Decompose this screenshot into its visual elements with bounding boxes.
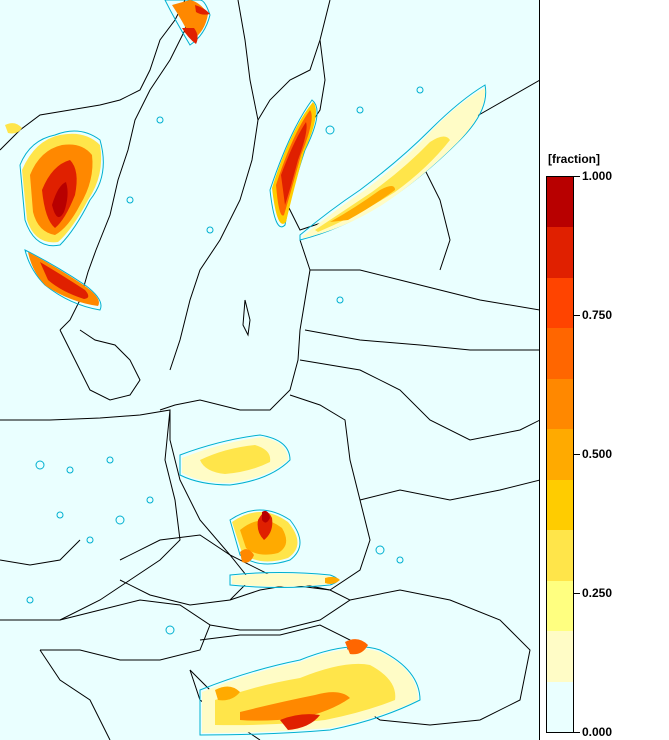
map-canvas <box>0 0 539 740</box>
field-norway-north-dot <box>195 5 210 15</box>
contour-speckle <box>66 466 74 474</box>
germany-border <box>0 409 181 621</box>
contour-speckle <box>356 106 364 114</box>
ukraine-border <box>359 479 539 501</box>
colorbar-tick <box>574 315 580 316</box>
belarus-border <box>299 359 539 441</box>
field-balkans-east <box>345 639 368 655</box>
contour-speckle <box>325 125 335 135</box>
field-balkans-high <box>240 692 350 721</box>
austria-border <box>40 599 211 661</box>
contour-south-poland <box>229 509 301 565</box>
contour-speckle <box>26 596 34 604</box>
sweden-east-coast <box>169 0 259 371</box>
colorbar-bin <box>547 681 573 732</box>
colorbar-bin <box>547 378 573 430</box>
colorbar-bin <box>547 328 573 379</box>
colorbar-tick-label: 0.500 <box>582 447 613 461</box>
romania-border <box>349 589 531 726</box>
colorbar-bin <box>547 479 573 531</box>
colorbar <box>546 176 574 733</box>
contour-norway-southwest <box>24 249 102 311</box>
field-norway-southwest-peak <box>52 182 68 218</box>
finland-coast <box>284 39 539 231</box>
colorbar-tick <box>574 732 580 733</box>
contour-speckle <box>146 496 154 504</box>
contour-speckle <box>416 86 424 94</box>
gotland <box>242 299 251 337</box>
contour-speckle <box>56 511 64 519</box>
contour-lines <box>19 0 487 736</box>
czech-border <box>119 534 251 606</box>
contour-speckle <box>115 515 125 525</box>
legend: [fraction] 1.000 0.750 0.500 0.250 0.000 <box>540 0 669 740</box>
baltic-east-coast <box>159 239 311 411</box>
field-carpathians-dot <box>325 576 340 584</box>
colorbar-tick <box>574 593 580 594</box>
north-sea-coast <box>0 539 81 566</box>
colorbar-bin <box>547 227 573 278</box>
contour-speckle <box>156 116 164 124</box>
contour-central-poland <box>179 434 291 486</box>
colorbar-bin <box>547 530 573 581</box>
contour-speckle <box>396 556 404 564</box>
contour-speckle <box>206 226 214 234</box>
poland-border <box>169 394 371 591</box>
colorbar-bin <box>547 631 573 682</box>
denmark-outline <box>59 329 141 401</box>
field-finland-high <box>330 186 395 222</box>
contour-speckle <box>375 545 385 555</box>
finland-russia-border <box>419 159 451 271</box>
contour-norway-south <box>19 130 104 247</box>
colorbar-bin <box>547 429 573 480</box>
estonia-latvia-border <box>310 269 539 311</box>
contour-speckle <box>86 536 94 544</box>
contour-norway-north <box>164 0 211 46</box>
field-finland-mid <box>315 136 450 232</box>
field-balkans-sw <box>215 686 240 701</box>
field-finland-low <box>303 88 486 238</box>
contour-hungary-balkans <box>199 646 421 736</box>
colorbar-bin <box>547 580 573 632</box>
norway-west-coast <box>0 0 186 151</box>
balkans-border <box>39 649 111 740</box>
contour-speckle <box>106 456 114 464</box>
field-south-poland-peak <box>262 510 270 523</box>
contour-speckle <box>35 460 45 470</box>
field-sweden-coast-high <box>281 122 307 205</box>
contour-sweden-coast <box>269 99 318 228</box>
colorbar-tick-label: 1.000 <box>582 169 613 183</box>
contour-speckle <box>165 625 175 635</box>
field-carpathians-low <box>232 573 335 587</box>
contour-speckle <box>126 196 134 204</box>
field-norway-west-dot <box>5 123 22 134</box>
colorbar-bin <box>547 277 573 329</box>
field-south-poland-west <box>240 549 254 563</box>
legend-title: [fraction] <box>548 152 600 166</box>
colorbar-tick-label: 0.250 <box>582 586 613 600</box>
field-norway-south-high <box>40 262 89 299</box>
colorbar-tick <box>574 454 580 455</box>
colorbar-tick <box>574 176 580 177</box>
colorbar-bin <box>547 177 573 228</box>
gulf-of-bothnia <box>257 0 331 121</box>
field-central-poland-mid <box>200 445 271 474</box>
lithuania-border <box>304 329 539 351</box>
contour-speckle <box>336 296 344 304</box>
field-norway-north-high <box>182 28 198 44</box>
fraction-field <box>5 0 486 733</box>
field-balkans-peak <box>280 714 320 730</box>
map-panel <box>0 0 540 740</box>
colorbar-tick-label: 0.750 <box>582 308 613 322</box>
contour-speckles <box>26 86 424 635</box>
colorbar-tick-label: 0.000 <box>582 725 613 739</box>
slovakia-border <box>209 584 351 631</box>
